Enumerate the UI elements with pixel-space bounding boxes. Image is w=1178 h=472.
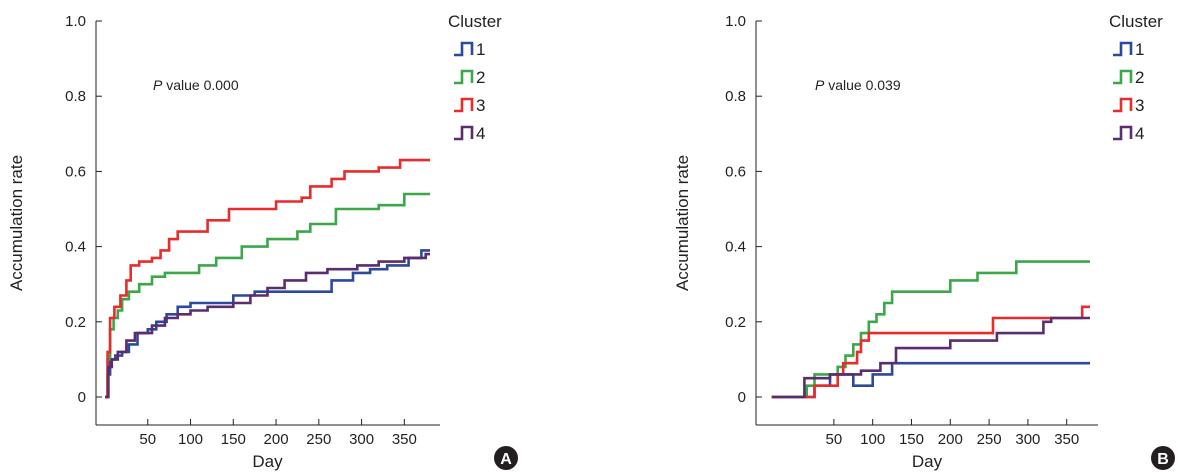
panel-badge-circle — [1151, 446, 1175, 470]
legend-label-3: 3 — [1135, 96, 1144, 115]
panel-b: 0 0.2 0.4 0.6 0.8 1.0 50 100 150 200 250 300 350 Acc… — [673, 12, 1175, 471]
p-value-text: value 0.039 — [824, 77, 900, 93]
x-tick-label: 50 — [826, 431, 843, 448]
series-line-1 — [105, 249, 430, 399]
legend-swatch-4 — [1113, 125, 1133, 141]
legend-label-2: 2 — [476, 68, 485, 87]
axes: 0 0.2 0.4 0.6 0.8 1.0 50 100 150 200 250 300 350 — [65, 13, 440, 448]
x-tick-label: 100 — [178, 431, 203, 448]
x-tick-label: 150 — [221, 431, 246, 448]
p-value-italic: P — [153, 77, 163, 93]
panel-badge-circle — [494, 446, 518, 470]
y-tick-label: 1.0 — [65, 13, 86, 30]
x-tick-label: 300 — [349, 431, 374, 448]
y-tick-label: 0 — [78, 389, 86, 406]
series-layer — [771, 260, 1090, 399]
y-tick-label: 0.6 — [65, 163, 86, 180]
series-line-3 — [771, 305, 1090, 399]
y-tick-label: 0.4 — [65, 239, 86, 256]
y-tick-label: 0.8 — [725, 88, 746, 105]
x-tick-label: 350 — [1054, 431, 1079, 448]
legend-swatch-1 — [454, 41, 474, 57]
legend-label-2: 2 — [1135, 68, 1144, 87]
series-line-3 — [105, 158, 430, 399]
x-tick-label: 200 — [264, 431, 289, 448]
legend-label-1: 1 — [476, 40, 485, 59]
panel-badge-label: A — [500, 451, 512, 468]
legend-swatch-2 — [1113, 69, 1133, 85]
p-value-italic: P — [815, 77, 825, 93]
x-axis-title: Day — [252, 452, 283, 471]
x-tick-label: 350 — [392, 431, 417, 448]
panel-a: 0 0.2 0.4 0.6 0.8 1.0 50 100 150 200 250 300 350 Acc… — [7, 12, 518, 471]
x-tick-label: 300 — [1015, 431, 1040, 448]
panel-badge: A — [494, 446, 518, 470]
y-tick-label: 1.0 — [725, 13, 746, 30]
series-line-4 — [771, 316, 1090, 399]
y-axis-title: Accumulation rate — [7, 155, 26, 291]
legend-swatch-3 — [1113, 97, 1133, 113]
y-tick-label: 0.2 — [65, 314, 86, 331]
y-tick-label: 0 — [738, 389, 746, 406]
legend-title: Cluster — [1109, 12, 1163, 31]
y-tick-label: 0.4 — [725, 239, 746, 256]
y-tick-label: 0.2 — [725, 314, 746, 331]
x-tick-label: 250 — [977, 431, 1002, 448]
legend-title: Cluster — [448, 12, 502, 31]
x-tick-label: 150 — [899, 431, 924, 448]
legend: 1 2 3 4 — [454, 40, 485, 143]
legend-swatch-3 — [454, 97, 474, 113]
x-tick-label: 250 — [306, 431, 331, 448]
legend: 1 2 3 4 — [1113, 40, 1144, 143]
p-value-annotation: P value 0.039 — [815, 77, 901, 93]
legend-swatch-1 — [1113, 41, 1133, 57]
y-axis-title: Accumulation rate — [673, 155, 692, 291]
x-tick-label: 100 — [860, 431, 885, 448]
x-tick-label: 50 — [139, 431, 156, 448]
series-line-4 — [105, 252, 430, 399]
legend-label-4: 4 — [476, 124, 485, 143]
x-axis-title: Day — [912, 452, 943, 471]
legend-swatch-4 — [454, 125, 474, 141]
series-line-1 — [771, 361, 1090, 399]
legend-swatch-2 — [454, 69, 474, 85]
legend-label-3: 3 — [476, 96, 485, 115]
y-tick-label: 0.8 — [65, 88, 86, 105]
p-value-text: value 0.000 — [162, 77, 238, 93]
p-value-annotation: P value 0.000 — [153, 77, 239, 93]
y-tick-label: 0.6 — [725, 163, 746, 180]
panel-badge: B — [1151, 446, 1175, 470]
legend-label-4: 4 — [1135, 124, 1144, 143]
legend-label-1: 1 — [1135, 40, 1144, 59]
series-layer — [105, 158, 430, 399]
x-tick-label: 200 — [938, 431, 963, 448]
axes: 0 0.2 0.4 0.6 0.8 1.0 50 100 150 200 250 300 350 — [725, 13, 1098, 448]
panel-badge-label: B — [1157, 451, 1169, 468]
